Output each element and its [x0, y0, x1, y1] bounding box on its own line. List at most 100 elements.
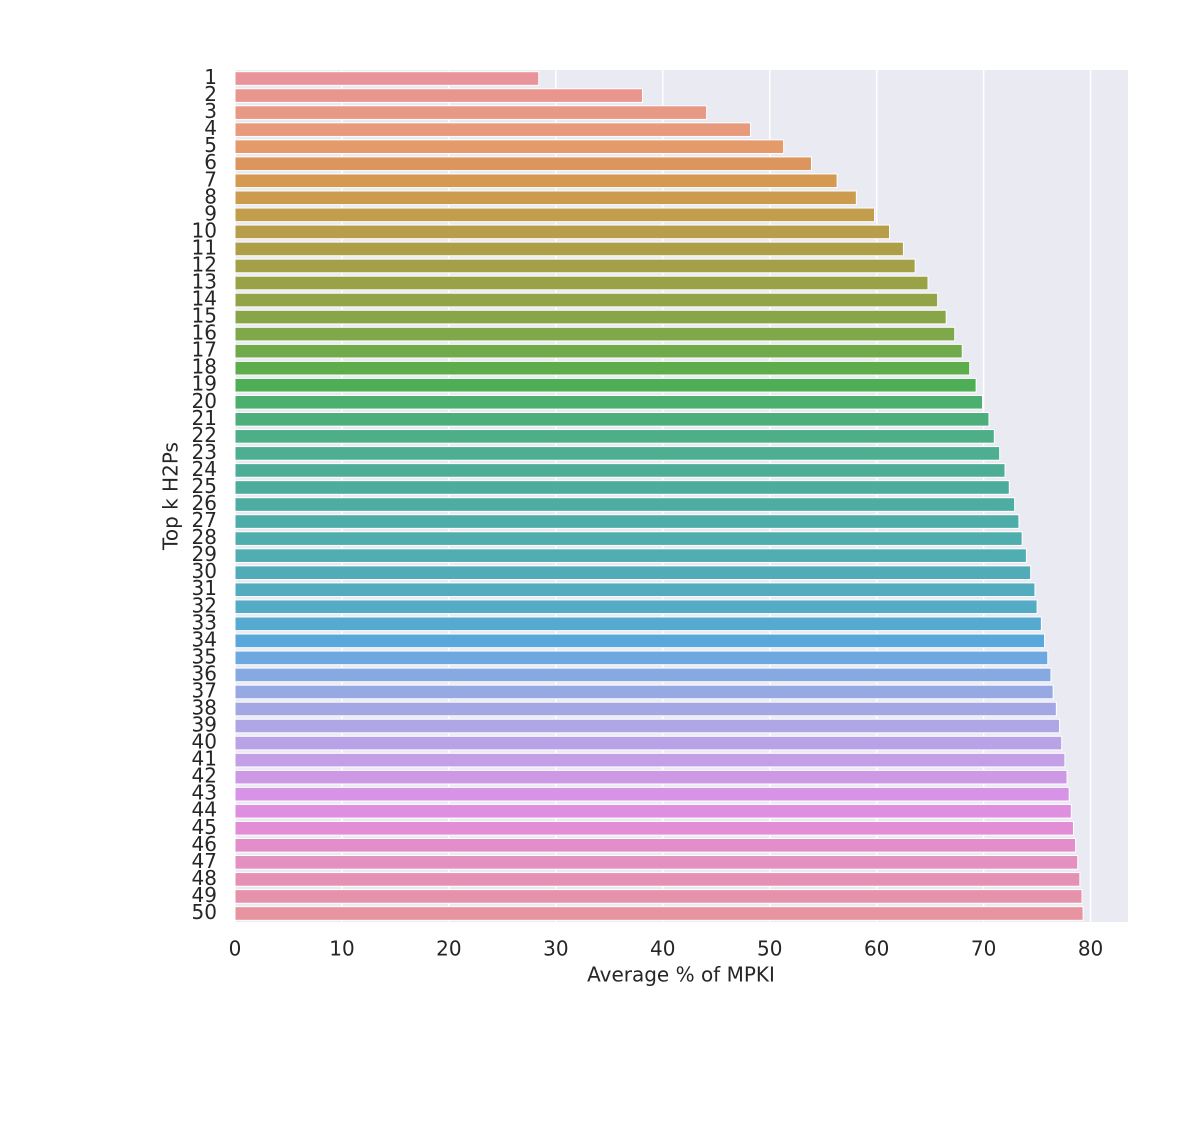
y-tick-label: 2	[204, 82, 217, 106]
bar	[234, 139, 785, 154]
bar	[234, 514, 1020, 529]
y-tick-label: 17	[192, 338, 217, 362]
bar	[234, 633, 1046, 649]
y-tick-label: 23	[192, 440, 217, 464]
x-axis-label: Average % of MPKI	[587, 963, 775, 987]
y-tick-label: 37	[192, 678, 217, 702]
y-tick-label: 27	[192, 508, 217, 532]
y-tick-label: 28	[192, 525, 217, 549]
y-tick-label: 48	[192, 866, 217, 890]
y-tick-label: 43	[192, 781, 217, 805]
bar	[234, 889, 1083, 904]
y-tick-label: 33	[192, 610, 217, 634]
y-tick-label: 19	[192, 372, 217, 396]
y-tick-label: 5	[204, 133, 217, 157]
bar	[234, 803, 1072, 819]
y-tick-label: 22	[192, 423, 217, 447]
y-axis-label: Top k H2Ps	[159, 442, 183, 551]
bar	[234, 394, 984, 410]
bar	[234, 258, 916, 274]
bar	[234, 292, 939, 308]
y-tick-label: 44	[192, 798, 217, 822]
y-tick-label: 36	[192, 661, 217, 685]
y-tick-label: 32	[192, 593, 217, 617]
y-tick-label: 40	[192, 730, 217, 754]
y-tick-label: 16	[192, 321, 217, 345]
bar	[234, 412, 990, 427]
y-tick-label: 42	[192, 764, 217, 788]
bar	[234, 105, 708, 120]
bar	[234, 872, 1081, 887]
bar	[234, 786, 1070, 802]
bar	[234, 377, 977, 393]
bar	[234, 599, 1038, 615]
y-tick-label: 4	[204, 116, 217, 140]
y-tick-label: 20	[192, 389, 217, 413]
bar	[234, 326, 956, 342]
y-tick-label: 24	[192, 457, 217, 481]
y-tick-label: 9	[204, 201, 217, 225]
y-tick-label: 34	[192, 627, 217, 651]
y-tick-label: 47	[192, 849, 217, 873]
bar	[234, 173, 838, 189]
y-tick-label: 3	[204, 99, 217, 123]
x-tick-label: 10	[329, 937, 354, 961]
y-tick-label: 14	[192, 287, 217, 311]
y-tick-label: 35	[192, 644, 217, 668]
bar	[234, 701, 1057, 717]
bar	[234, 650, 1049, 666]
bar	[234, 855, 1079, 870]
bar	[234, 309, 947, 325]
bar	[234, 838, 1077, 853]
bar	[234, 735, 1063, 751]
y-tick-label: 21	[192, 406, 217, 430]
x-tick-label: 30	[543, 937, 568, 961]
bar	[234, 224, 891, 240]
bar	[234, 820, 1074, 836]
y-tick-label: 46	[192, 832, 217, 856]
bar	[234, 71, 540, 86]
y-tick-label: 30	[192, 559, 217, 583]
bar	[234, 497, 1016, 512]
y-tick-label: 26	[192, 491, 217, 515]
x-tick-label: 50	[757, 937, 782, 961]
bar	[234, 752, 1066, 768]
y-tick-label: 11	[192, 235, 217, 259]
bar	[234, 241, 904, 257]
y-tick-label: 6	[204, 150, 217, 174]
y-tick-label: 15	[192, 304, 217, 328]
bar	[234, 684, 1054, 700]
y-tick-label: 38	[192, 696, 217, 720]
bar	[234, 667, 1052, 683]
bar	[234, 122, 751, 137]
bar	[234, 156, 812, 172]
bar	[234, 582, 1036, 598]
bar	[234, 463, 1006, 478]
y-tick-label: 45	[192, 815, 217, 839]
bar	[234, 275, 929, 291]
y-tick-label: 18	[192, 355, 217, 379]
bar	[234, 88, 643, 103]
bar	[234, 616, 1042, 632]
bar	[234, 769, 1068, 785]
y-tick-label: 12	[192, 252, 217, 276]
x-tick-label: 20	[436, 937, 461, 961]
bar	[234, 480, 1010, 495]
bar	[234, 718, 1061, 734]
y-tick-label: 13	[192, 270, 217, 294]
y-tick-label: 49	[192, 883, 217, 907]
y-tick-label: 1	[204, 65, 217, 89]
x-tick-label: 40	[650, 937, 675, 961]
x-tick-label: 70	[971, 937, 996, 961]
x-tick-label: 80	[1078, 937, 1103, 961]
bar	[234, 190, 857, 206]
bar	[234, 446, 1001, 461]
bar	[234, 343, 963, 359]
bar	[234, 565, 1032, 580]
y-tick-label: 31	[192, 576, 217, 600]
x-tick-label: 60	[864, 937, 889, 961]
bar	[234, 360, 971, 376]
y-tick-label: 25	[192, 474, 217, 498]
y-tick-label: 41	[192, 747, 217, 771]
